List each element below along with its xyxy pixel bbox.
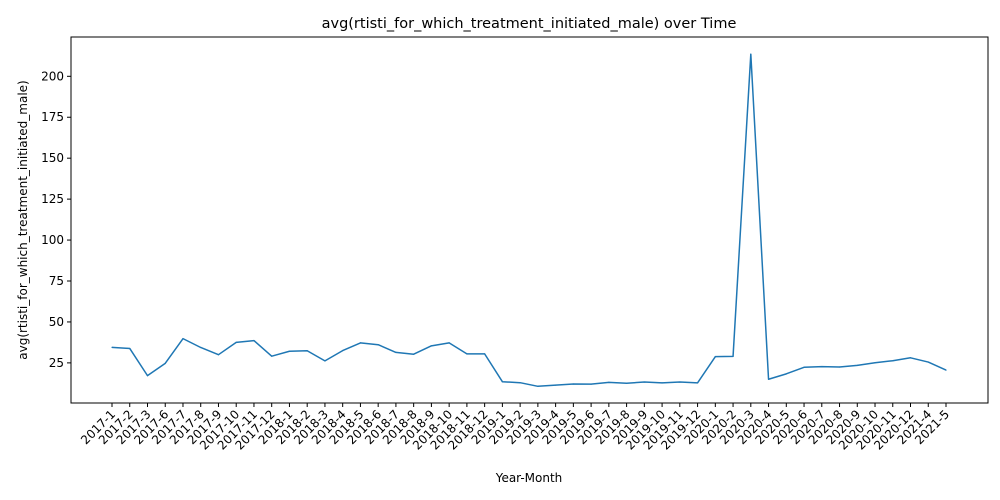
data-point	[324, 360, 326, 362]
data-point	[625, 382, 628, 384]
data-point	[146, 375, 149, 377]
data-point	[714, 356, 716, 358]
data-point	[803, 366, 805, 368]
data-point	[909, 357, 912, 359]
data-point	[661, 382, 663, 384]
data-point	[200, 346, 202, 349]
data-point	[821, 366, 823, 368]
data-point	[342, 349, 344, 352]
x-axis: 2017-12017-22017-32017-62017-72017-82017…	[78, 403, 952, 453]
chart-title: avg(rtisti_for_which_treatment_initiated…	[322, 16, 737, 32]
data-point	[874, 362, 876, 364]
y-axis-title: avg(rtisti_for_which_treatment_initiated…	[16, 80, 30, 360]
data-point	[501, 381, 503, 383]
data-point	[892, 360, 894, 362]
data-point	[945, 369, 947, 371]
y-axis: 25 50 75 100 125 150 175 200	[41, 69, 71, 370]
data-point	[519, 382, 521, 384]
data-point	[679, 381, 681, 383]
data-point	[182, 338, 184, 340]
data-point	[235, 341, 237, 344]
y-tick-label: 150	[41, 151, 64, 165]
data-point	[696, 382, 699, 384]
data-point	[271, 355, 273, 357]
data-point	[927, 361, 929, 363]
data-point	[537, 385, 539, 387]
series-line	[111, 53, 947, 388]
data-point	[856, 364, 858, 366]
data-point	[430, 345, 433, 347]
plot-frame	[70, 36, 989, 404]
y-tick-label: 25	[49, 356, 64, 370]
data-point	[217, 354, 220, 356]
data-point	[164, 362, 166, 364]
data-point	[253, 340, 255, 342]
y-tick-label: 175	[41, 110, 64, 124]
data-point	[767, 378, 770, 380]
data-point	[838, 366, 841, 368]
y-tick-label: 125	[41, 192, 64, 206]
y-tick-label: 75	[49, 274, 64, 288]
data-point	[750, 53, 752, 55]
x-axis-title: Year-Month	[495, 471, 563, 485]
data-point	[572, 383, 574, 385]
data-point	[288, 350, 291, 352]
data-point	[111, 346, 113, 348]
y-tick-label: 100	[41, 233, 64, 247]
plot-area: 25 50 75 100 125 150 175 200 2017-12017-22017-3…	[41, 36, 989, 453]
data-point	[732, 355, 734, 357]
data-point	[448, 342, 450, 344]
data-point	[413, 353, 415, 355]
data-point	[484, 353, 486, 355]
data-point	[608, 381, 610, 383]
data-point	[359, 342, 362, 344]
data-point	[377, 344, 379, 346]
data-point	[785, 373, 787, 375]
y-tick-label: 200	[41, 69, 64, 83]
data-point	[466, 353, 468, 355]
series-points	[111, 53, 947, 387]
y-tick-label: 50	[49, 315, 64, 329]
data-point	[129, 347, 131, 350]
data-point	[555, 384, 557, 386]
data-point	[590, 383, 592, 385]
data-point	[395, 351, 397, 353]
data-point	[643, 381, 645, 383]
data-point	[306, 350, 308, 352]
